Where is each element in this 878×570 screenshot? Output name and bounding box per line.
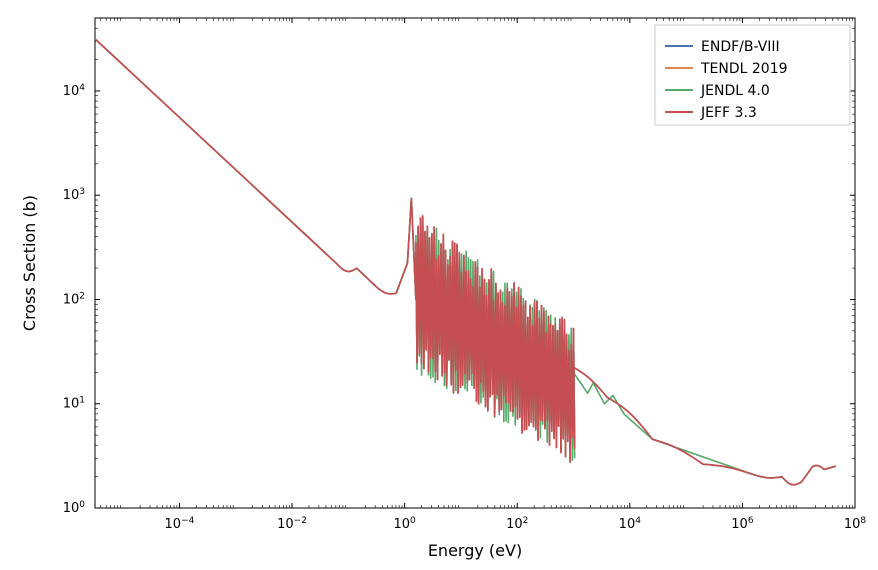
cross-section-chart: 10−4 10−2 100 102 104 106 108 100 101 102 103 104 En… [0,0,878,570]
y-tick-label: 101 [63,396,85,412]
x-tick-label: 10−2 [277,516,307,532]
legend: ENDF/B-VIII TENDL 2019 JENDL 4.0 JEFF 3.3 [655,25,850,125]
x-tick-label: 104 [619,516,642,532]
x-tick-label: 108 [844,516,867,532]
y-tick-label: 103 [63,187,85,203]
legend-label: JEFF 3.3 [700,105,757,121]
x-tick-label: 106 [731,516,754,532]
y-tick-label: 104 [63,83,86,99]
x-tick-label: 10−4 [165,516,195,532]
legend-label: TENDL 2019 [700,61,788,77]
y-tick-label: 102 [63,291,85,307]
y-tick-label: 100 [63,500,86,516]
x-tick-label: 100 [393,516,416,532]
legend-label: ENDF/B-VIII [701,39,780,55]
y-axis-label: Cross Section (b) [20,195,39,331]
legend-label: JENDL 4.0 [700,83,770,99]
x-tick-label: 102 [506,516,528,532]
x-axis-label: Energy (eV) [428,541,522,560]
chart-svg: 10−4 10−2 100 102 104 106 108 100 101 102 103 104 En… [0,0,878,570]
